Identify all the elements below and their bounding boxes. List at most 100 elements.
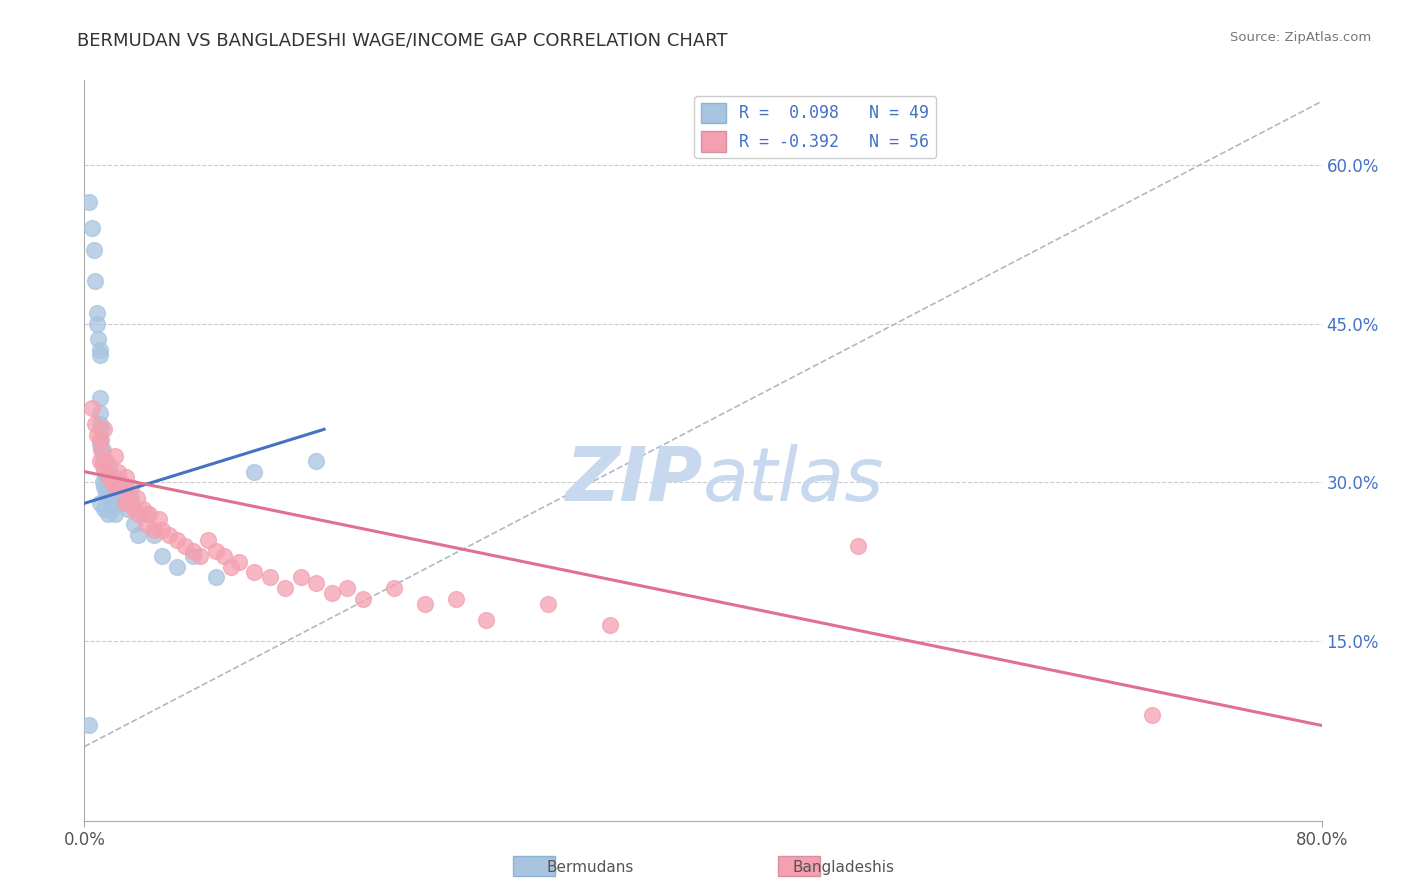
Point — [98, 459, 121, 474]
Point — [89, 348, 111, 362]
Point — [84, 274, 107, 288]
Point — [90, 433, 112, 447]
Point — [104, 491, 127, 505]
Point — [181, 544, 204, 558]
Point — [305, 454, 328, 468]
Point — [181, 549, 204, 564]
Point — [127, 528, 149, 542]
Point — [89, 496, 111, 510]
Point — [112, 485, 135, 500]
Point — [135, 517, 157, 532]
Point — [91, 443, 114, 458]
Point — [205, 570, 228, 584]
Point — [212, 549, 235, 564]
Point — [84, 417, 107, 431]
Text: ZIP: ZIP — [565, 443, 703, 516]
Text: Bangladeshis: Bangladeshis — [793, 860, 894, 874]
Point — [96, 491, 118, 505]
Point — [89, 433, 111, 447]
Point — [104, 507, 127, 521]
Point — [197, 533, 219, 548]
Point — [98, 470, 121, 484]
Point — [91, 454, 114, 468]
Point — [115, 470, 138, 484]
Point — [86, 306, 108, 320]
Point — [117, 501, 139, 516]
Point — [89, 438, 111, 452]
Point — [91, 459, 114, 474]
Point — [94, 454, 117, 468]
Point — [101, 475, 124, 490]
Point — [413, 597, 436, 611]
Point — [143, 523, 166, 537]
Point — [93, 481, 115, 495]
Point — [96, 465, 118, 479]
Point — [188, 549, 211, 564]
Point — [336, 581, 359, 595]
Point — [110, 475, 132, 490]
Point — [89, 417, 111, 431]
Point — [148, 512, 170, 526]
Point — [91, 475, 114, 490]
Point — [94, 470, 117, 484]
Point — [120, 491, 142, 505]
Point — [143, 528, 166, 542]
Point — [104, 470, 127, 484]
Point — [89, 407, 111, 421]
Point — [114, 481, 136, 495]
Point — [117, 491, 139, 505]
Point — [93, 501, 115, 516]
Point — [86, 427, 108, 442]
Text: Bermudans: Bermudans — [547, 860, 634, 874]
Point — [846, 539, 869, 553]
Point — [82, 221, 104, 235]
Point — [107, 481, 129, 495]
Point — [122, 501, 145, 516]
Point — [150, 523, 173, 537]
Point — [94, 485, 117, 500]
Point — [159, 528, 180, 542]
Point — [86, 317, 108, 331]
Point — [150, 549, 173, 564]
Point — [382, 581, 405, 595]
Point — [321, 586, 343, 600]
Point — [228, 554, 250, 569]
Point — [1140, 707, 1163, 722]
Point — [77, 718, 100, 732]
Point — [100, 481, 122, 495]
Point — [93, 422, 115, 436]
Point — [96, 507, 118, 521]
Point — [104, 481, 127, 495]
Point — [101, 501, 124, 516]
Point — [599, 618, 621, 632]
Point — [87, 333, 110, 347]
Point — [122, 517, 145, 532]
Point — [77, 194, 100, 209]
Point — [125, 491, 148, 505]
Point — [132, 501, 155, 516]
Point — [83, 243, 105, 257]
Point — [90, 443, 112, 458]
Point — [127, 507, 149, 521]
Point — [475, 613, 498, 627]
Point — [243, 565, 266, 579]
Point — [110, 496, 132, 510]
Legend: R =  0.098   N = 49, R = -0.392   N = 56: R = 0.098 N = 49, R = -0.392 N = 56 — [695, 96, 936, 159]
Point — [259, 570, 281, 584]
Text: Source: ZipAtlas.com: Source: ZipAtlas.com — [1230, 31, 1371, 45]
Point — [537, 597, 560, 611]
Point — [107, 465, 129, 479]
Text: atlas: atlas — [703, 444, 884, 516]
Point — [205, 544, 228, 558]
Point — [290, 570, 312, 584]
Point — [174, 539, 197, 553]
Point — [89, 391, 111, 405]
Text: BERMUDAN VS BANGLADESHI WAGE/INCOME GAP CORRELATION CHART: BERMUDAN VS BANGLADESHI WAGE/INCOME GAP … — [77, 31, 728, 49]
Point — [104, 449, 127, 463]
Point — [444, 591, 467, 606]
Point — [305, 575, 328, 590]
Point — [219, 559, 242, 574]
Point — [89, 343, 111, 357]
Point — [352, 591, 374, 606]
Point — [90, 422, 112, 436]
